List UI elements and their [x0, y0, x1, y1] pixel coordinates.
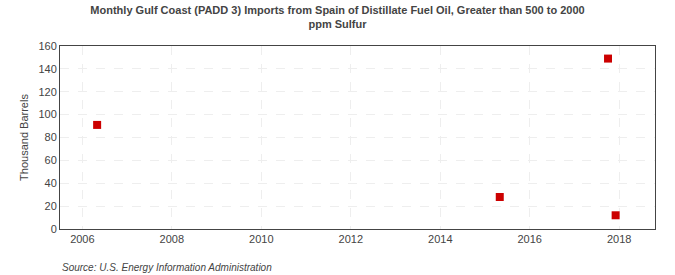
svg-text:Monthly Gulf Coast (PADD 3) Im: Monthly Gulf Coast (PADD 3) Imports from…: [90, 4, 584, 30]
svg-text:2012: 2012: [339, 233, 363, 245]
svg-text:140: 140: [38, 63, 56, 75]
svg-text:2008: 2008: [160, 233, 184, 245]
svg-text:0: 0: [51, 223, 57, 235]
svg-text:2016: 2016: [517, 233, 541, 245]
svg-text:2010: 2010: [249, 233, 273, 245]
svg-text:40: 40: [45, 177, 57, 189]
svg-text:80: 80: [45, 131, 57, 143]
svg-text:100: 100: [38, 108, 56, 120]
svg-text:2006: 2006: [70, 233, 94, 245]
svg-text:Thousand Barrels: Thousand Barrels: [18, 94, 30, 181]
svg-text:Source: U.S. Energy Informatio: Source: U.S. Energy Information Administ…: [62, 262, 272, 273]
svg-text:2018: 2018: [607, 233, 631, 245]
svg-text:160: 160: [38, 40, 56, 52]
svg-text:2014: 2014: [428, 233, 452, 245]
svg-text:120: 120: [38, 86, 56, 98]
svg-text:60: 60: [45, 154, 57, 166]
svg-text:20: 20: [45, 200, 57, 212]
